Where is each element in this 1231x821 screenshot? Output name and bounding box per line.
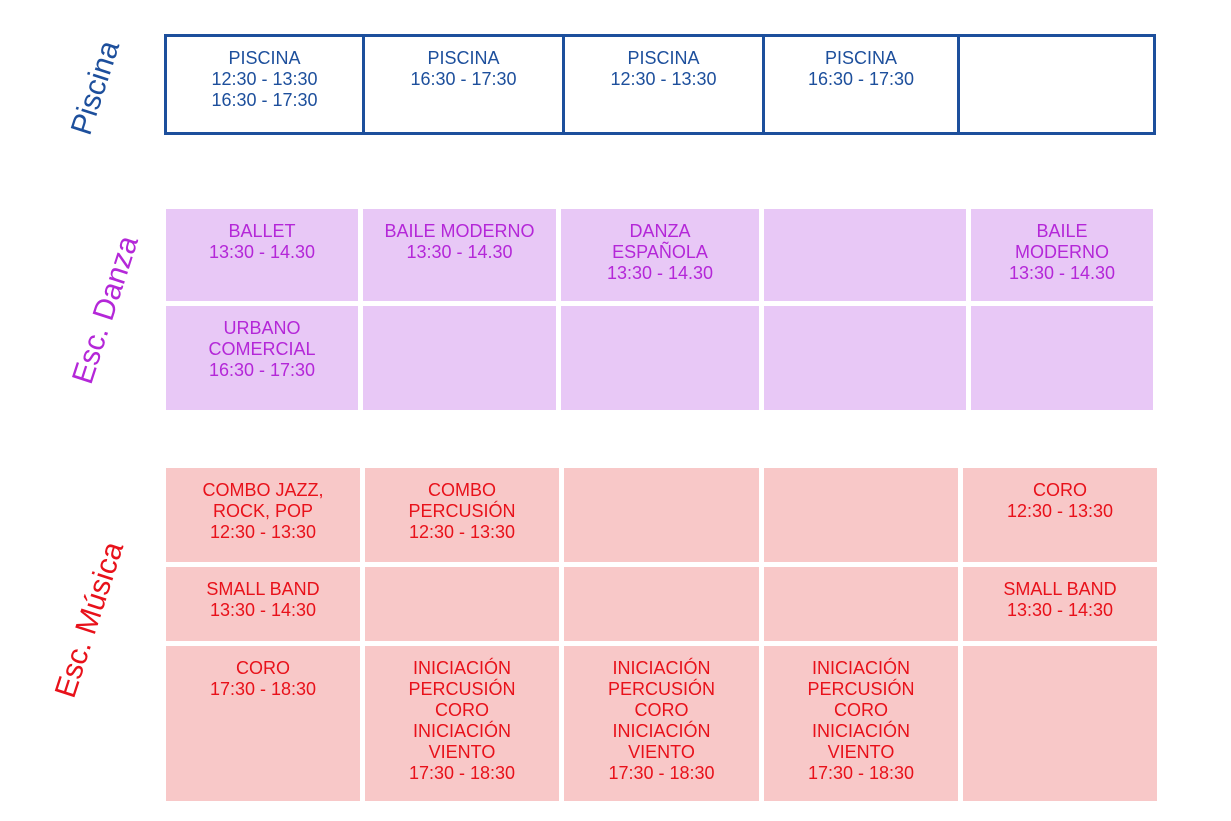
schedule-cell bbox=[764, 209, 966, 301]
cell-line: PISCINA bbox=[228, 48, 301, 68]
schedule-cell: BALLET 13:30 - 14.30 bbox=[166, 209, 358, 301]
cell-line: 13:30 - 14.30 bbox=[208, 242, 316, 262]
cell-line: 17:30 - 18:30 bbox=[807, 763, 915, 783]
schedule-cell bbox=[365, 567, 559, 641]
section-label-danza: Esc. Danza bbox=[66, 231, 145, 388]
schedule-cell bbox=[960, 37, 1156, 132]
schedule-cell bbox=[764, 567, 958, 641]
cell-line: 13:30 - 14:30 bbox=[209, 600, 317, 620]
cell-line: PISCINA bbox=[427, 48, 500, 68]
cell-line: CORO bbox=[236, 658, 290, 678]
cell-line: 16:30 - 17:30 bbox=[410, 69, 517, 89]
schedule-cell: PISCINA 16:30 - 17:30 bbox=[765, 37, 960, 132]
section-label-piscina: Piscina bbox=[64, 36, 127, 139]
cell-line: MODERNO bbox=[1015, 242, 1109, 262]
cell-line: INICIACIÓN bbox=[412, 721, 511, 741]
cell-line: DANZA bbox=[629, 221, 691, 241]
cell-line: INICIACIÓN bbox=[811, 721, 910, 741]
cell-line: 16:30 - 17:30 bbox=[208, 360, 316, 380]
cell-line: PISCINA bbox=[824, 48, 898, 68]
cell-line: 13:30 - 14.30 bbox=[406, 242, 513, 262]
cell-line: CORO bbox=[435, 700, 489, 720]
cell-line: SMALL BAND bbox=[1003, 579, 1117, 599]
cell-line: VIENTO bbox=[628, 742, 695, 762]
cell-line: INICIACIÓN bbox=[811, 658, 910, 678]
schedule-cell bbox=[564, 468, 759, 562]
schedule-cell: COMBO PERCUSIÓN 12:30 - 13:30 bbox=[365, 468, 559, 562]
cell-line: 13:30 - 14.30 bbox=[606, 263, 714, 283]
schedule-cell bbox=[971, 306, 1153, 410]
cell-line: BAILE bbox=[1036, 221, 1088, 241]
cell-line: VIENTO bbox=[827, 742, 895, 762]
schedule-cell bbox=[764, 468, 958, 562]
cell-line: 17:30 - 18:30 bbox=[209, 679, 317, 699]
cell-line: PERCUSIÓN bbox=[807, 679, 915, 699]
schedule-cell: BAILE MODERNO 13:30 - 14.30 bbox=[363, 209, 556, 301]
cell-line: ROCK, POP bbox=[212, 501, 314, 521]
cell-line: 12:30 - 13:30 bbox=[209, 522, 317, 542]
cell-line: ESPAÑOLA bbox=[612, 242, 708, 262]
schedule-cell: BAILE MODERNO 13:30 - 14.30 bbox=[971, 209, 1153, 301]
schedule-cell: COMBO JAZZ, ROCK, POP 12:30 - 13:30 bbox=[166, 468, 360, 562]
cell-line: 12:30 - 13:30 bbox=[211, 69, 318, 89]
cell-line: INICIACIÓN bbox=[612, 658, 711, 678]
schedule-cell: SMALL BAND 13:30 - 14:30 bbox=[963, 567, 1157, 641]
cell-line: CORO bbox=[1033, 480, 1087, 500]
schedule-cell bbox=[564, 567, 759, 641]
schedule-cell bbox=[764, 306, 966, 410]
schedule-cell: INICIACIÓN PERCUSIÓN CORO INICIACIÓN VIENTO 1… bbox=[564, 646, 759, 801]
cell-line: 16:30 - 17:30 bbox=[211, 90, 318, 110]
cell-line: INICIACIÓN bbox=[412, 658, 511, 678]
cell-line: CORO bbox=[834, 700, 888, 720]
schedule-cell: PISCINA 12:30 - 13:30 bbox=[565, 37, 765, 132]
schedule-cell bbox=[963, 646, 1157, 801]
schedule-cell: CORO 17:30 - 18:30 bbox=[166, 646, 360, 801]
cell-line: COMBO JAZZ, bbox=[202, 480, 324, 500]
schedule-cell: PISCINA 12:30 - 13:30 16:30 - 17:30 bbox=[167, 37, 365, 132]
section-label-musica: Esc. Música bbox=[48, 537, 131, 702]
schedule-cell bbox=[363, 306, 556, 410]
cell-line: 17:30 - 18:30 bbox=[408, 763, 516, 783]
cell-line: PERCUSIÓN bbox=[408, 679, 516, 699]
schedule-cell: PISCINA 16:30 - 17:30 bbox=[365, 37, 565, 132]
schedule-cell: CORO 12:30 - 13:30 bbox=[963, 468, 1157, 562]
cell-line: 13:30 - 14.30 bbox=[1008, 263, 1116, 283]
schedule-cell bbox=[561, 306, 759, 410]
cell-line: INICIACIÓN bbox=[612, 721, 711, 741]
cell-line: PERCUSIÓN bbox=[607, 679, 715, 699]
cell-line: 13:30 - 14:30 bbox=[1006, 600, 1114, 620]
piscina-schedule: PISCINA 12:30 - 13:30 16:30 - 17:30 PISCINA… bbox=[164, 34, 1156, 135]
cell-line: PERCUSIÓN bbox=[408, 501, 516, 521]
cell-line: BALLET bbox=[228, 221, 296, 241]
cell-line: 12:30 - 13:30 bbox=[408, 522, 516, 542]
schedule-cell: URBANO COMERCIAL 16:30 - 17:30 bbox=[166, 306, 358, 410]
cell-line: COMBO bbox=[427, 480, 496, 500]
cell-line: SMALL BAND bbox=[206, 579, 320, 599]
cell-line: PISCINA bbox=[627, 48, 700, 68]
schedule-cell: DANZA ESPAÑOLA 13:30 - 14.30 bbox=[561, 209, 759, 301]
schedule-cell: INICIACIÓN PERCUSIÓN CORO INICIACIÓN VIENTO 1… bbox=[764, 646, 958, 801]
cell-line: 16:30 - 17:30 bbox=[807, 69, 915, 89]
cell-line: 17:30 - 18:30 bbox=[608, 763, 715, 783]
cell-line: CORO bbox=[634, 700, 689, 720]
cell-line: VIENTO bbox=[428, 742, 496, 762]
schedule-cell: SMALL BAND 13:30 - 14:30 bbox=[166, 567, 360, 641]
cell-line: 12:30 - 13:30 bbox=[1006, 501, 1114, 521]
cell-line: 12:30 - 13:30 bbox=[610, 69, 717, 89]
cell-line: BAILE MODERNO bbox=[384, 221, 535, 241]
cell-line: COMERCIAL bbox=[208, 339, 316, 359]
schedule-cell: INICIACIÓN PERCUSIÓN CORO INICIACIÓN VIENTO 1… bbox=[365, 646, 559, 801]
cell-line: URBANO bbox=[223, 318, 301, 338]
